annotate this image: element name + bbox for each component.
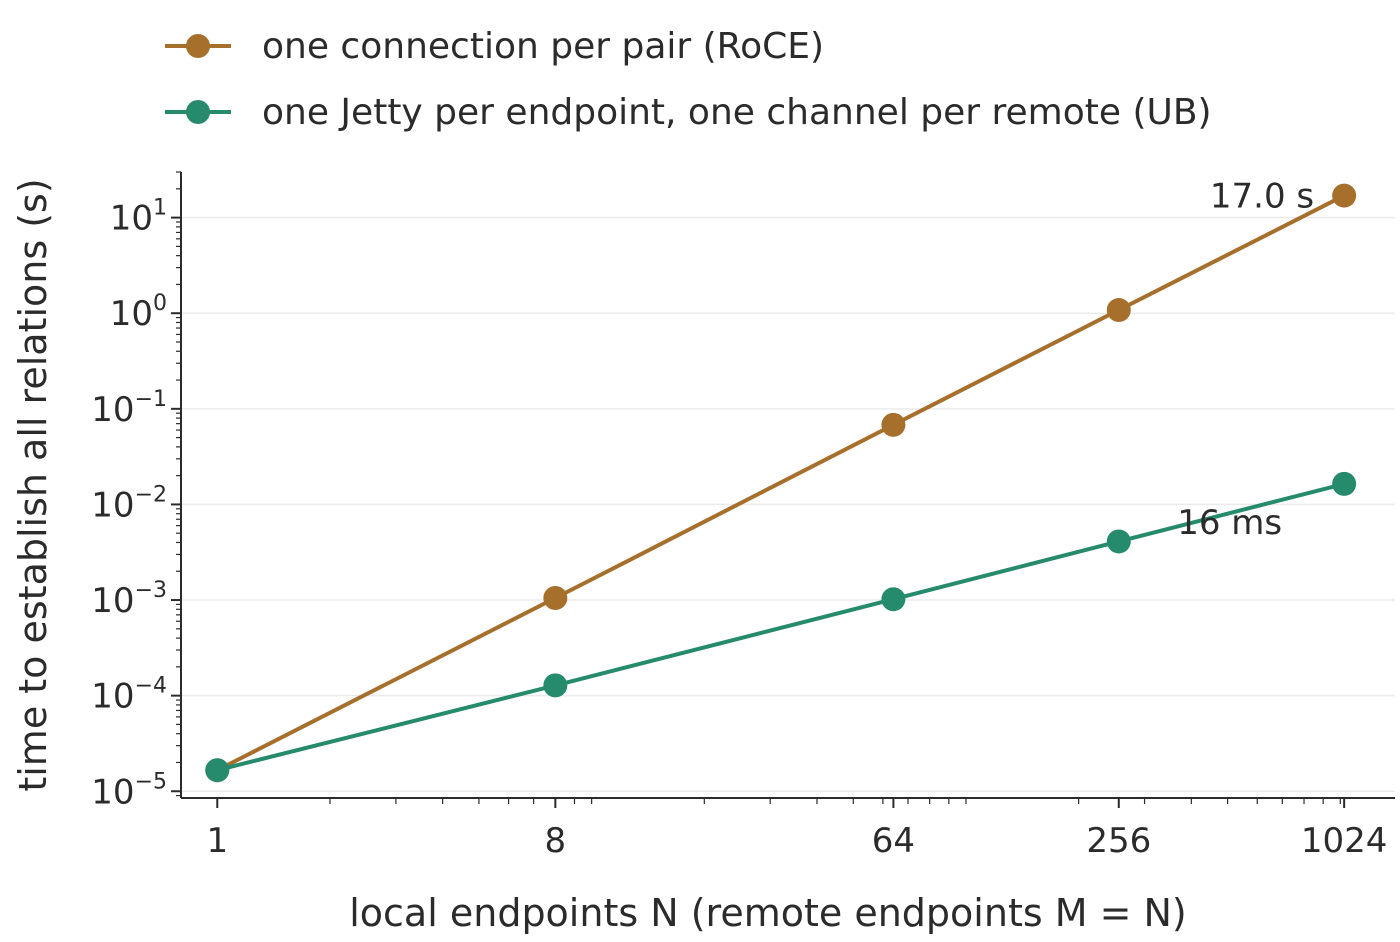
- x-tick-label: 1024: [1301, 821, 1388, 861]
- axes: [180, 172, 1395, 799]
- data-point: [543, 586, 568, 611]
- x-tick-label: 1: [206, 821, 228, 861]
- legend-item: one connection per pair (RoCE): [165, 26, 824, 67]
- y-axis-label: time to establish all relations (s): [11, 178, 55, 791]
- legend-item: one Jetty per endpoint, one channel per …: [165, 92, 1212, 133]
- y-tick-label: 10−2: [91, 482, 167, 525]
- data-point: [1332, 183, 1357, 208]
- series-line: [216, 193, 1346, 772]
- annotation-label: 16 ms: [1177, 503, 1282, 543]
- y-tick-label: 100: [110, 291, 167, 334]
- data-point: [1332, 471, 1357, 496]
- legend-label: one Jetty per endpoint, one channel per …: [262, 92, 1212, 133]
- x-ticks: 1 8 64 256 1024: [206, 798, 1387, 861]
- series-0: [205, 183, 1357, 783]
- annotation-label: 17.0 s: [1210, 177, 1314, 217]
- data-point: [543, 673, 568, 698]
- series-layer: [205, 183, 1357, 783]
- x-tick-label: 8: [545, 821, 567, 861]
- data-point: [1106, 529, 1131, 554]
- grid: [181, 216, 1395, 793]
- annotations: 17.0 s 16 ms: [1177, 177, 1314, 543]
- y-ticks: 10−5 10−4 10−3 10−2 10−1 100 101: [91, 171, 181, 812]
- x-tick-label: 64: [872, 821, 915, 861]
- y-tick-label: 101: [110, 196, 167, 239]
- x-axis-label: local endpoints N (remote endpoints M = …: [349, 891, 1187, 935]
- x-tick-label: 256: [1086, 821, 1151, 861]
- data-point: [205, 758, 230, 783]
- y-tick-label: 10−4: [91, 674, 167, 717]
- legend-marker: [186, 34, 210, 58]
- y-tick-label: 10−1: [91, 387, 167, 430]
- data-point: [881, 587, 906, 612]
- y-tick-label: 10−3: [91, 578, 167, 621]
- series-1: [205, 471, 1357, 783]
- data-point: [1106, 298, 1131, 323]
- y-tick-label: 10−5: [91, 769, 167, 812]
- legend-marker: [186, 100, 210, 124]
- legend-label: one connection per pair (RoCE): [262, 26, 824, 67]
- legend: one connection per pair (RoCE) one Jetty …: [165, 26, 1212, 133]
- series-line: [216, 481, 1345, 773]
- data-point: [881, 412, 906, 437]
